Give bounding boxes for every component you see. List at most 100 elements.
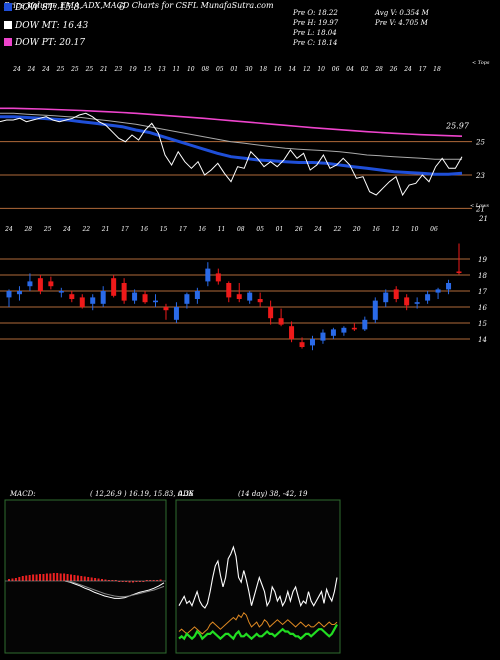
last-price-label: 25.97 xyxy=(445,122,470,131)
legend-mt-swatch xyxy=(4,21,12,29)
candle-body xyxy=(362,319,368,330)
date-label-candle: 24 xyxy=(313,226,322,233)
date-label-top: 08 xyxy=(201,66,209,73)
candle-body xyxy=(446,283,452,290)
date-label-candle: 21 xyxy=(101,226,110,233)
candle-body xyxy=(132,292,138,301)
adx-frame xyxy=(175,499,341,654)
date-label-candle: 16 xyxy=(372,226,380,233)
macd-histogram-bar xyxy=(35,574,38,581)
candle-body xyxy=(163,307,169,311)
candle-body xyxy=(330,329,336,336)
macd-macd-line xyxy=(64,580,165,599)
candle-body xyxy=(289,326,295,339)
adx-panel: ADX (14 day) 38, -42, 19 xyxy=(175,490,341,654)
date-label-candle: 16 xyxy=(198,226,206,233)
date-label-top: 26 xyxy=(389,66,398,73)
date-label-top: 13 xyxy=(158,66,166,73)
macd-histogram-bar xyxy=(101,579,103,581)
macd-histogram-bar xyxy=(45,573,48,581)
macd-histogram-bar xyxy=(104,579,107,581)
date-label-candle: 24 xyxy=(62,226,71,233)
adx-series-adx xyxy=(178,545,338,609)
stat-close: Pre C: 18.14 xyxy=(293,39,338,47)
macd-histogram-bar xyxy=(87,577,90,581)
date-label-top: 16 xyxy=(274,66,282,73)
candle-body xyxy=(372,300,378,320)
macd-histogram-bar xyxy=(114,580,117,581)
candle-body xyxy=(90,297,96,304)
candle-body xyxy=(456,271,462,273)
adx-series-di-minus xyxy=(178,612,338,635)
date-label-candle: 16 xyxy=(140,226,148,233)
y-tick-label-candle: 19 xyxy=(478,256,487,264)
macd-histogram-bar xyxy=(42,574,45,581)
candle-body xyxy=(37,278,43,291)
date-label-top: 21 xyxy=(99,66,108,73)
y-tick-label-top: 25 xyxy=(475,139,485,147)
date-label-top: 14 xyxy=(288,66,296,73)
candle-body xyxy=(79,297,85,307)
y-tick-label-candle: 17 xyxy=(478,288,487,296)
date-label-top: 19 xyxy=(129,66,137,73)
legend-st: DOW ST: 15.8 xyxy=(4,3,80,13)
date-label-top: 06 xyxy=(332,66,340,73)
date-label-candle: 20 xyxy=(352,226,361,233)
candle-body xyxy=(153,300,159,303)
date-label-candle: 17 xyxy=(121,226,129,233)
date-label-candle: 25 xyxy=(43,226,52,233)
date-label-top: 10 xyxy=(187,66,195,73)
date-label-top: 15 xyxy=(144,66,152,73)
candle-body xyxy=(226,283,232,298)
macd-histogram-bar xyxy=(159,579,162,581)
legend-pt: DOW PT: 20.17 xyxy=(4,38,85,48)
stat-high: Pre H: 19.97 xyxy=(293,19,339,27)
macd-histogram-bar xyxy=(152,580,155,581)
date-label-candle: 08 xyxy=(237,226,245,233)
date-label-candle: 10 xyxy=(411,226,419,233)
macd-histogram-bar xyxy=(125,581,128,582)
stat-low: Pre L: 18.04 xyxy=(293,29,337,37)
macd-histogram-bar xyxy=(142,581,145,582)
candle-body xyxy=(299,342,305,347)
date-label-candle: 17 xyxy=(179,226,187,233)
candle-body xyxy=(414,302,420,304)
macd-histogram-bar xyxy=(63,573,66,581)
date-label-top: 23 xyxy=(114,66,123,73)
candle-body xyxy=(16,291,22,295)
date-label-top: 01 xyxy=(230,66,238,73)
tops-label: < Tops xyxy=(472,60,490,66)
candle-body xyxy=(383,292,389,303)
price-ema-panel: 25 23 21 25.97 < Tops 24 24 24 25 25 25 21 23 19 15 13 1… xyxy=(0,60,490,213)
date-label-top: 11 xyxy=(172,66,180,73)
date-label-top: 04 xyxy=(346,66,354,73)
date-label-candle: 11 xyxy=(218,226,226,233)
macd-histogram-bar xyxy=(111,580,114,581)
macd-histogram-bar xyxy=(70,574,72,581)
macd-histogram-bar xyxy=(32,574,35,581)
date-label-top: 18 xyxy=(433,66,441,73)
candle-body xyxy=(184,294,190,304)
macd-histogram-bar xyxy=(18,577,21,581)
page-title: Price,Volume,EMA,ADX,MACD Charts for CSF… xyxy=(4,1,274,10)
macd-title: MACD: xyxy=(9,490,36,498)
candle-body xyxy=(393,289,399,299)
macd-histogram-bar xyxy=(52,573,55,581)
macd-histogram-bar xyxy=(138,581,141,582)
date-label-candle: 01 xyxy=(276,226,284,233)
macd-histogram-bar xyxy=(90,577,93,581)
y-tick-label-candle: 15 xyxy=(478,320,487,328)
candle-body xyxy=(58,291,64,293)
date-label-top: 25 xyxy=(56,66,65,73)
adx-series-di-plus xyxy=(178,623,338,641)
candle-body xyxy=(351,327,357,330)
series-price xyxy=(0,112,463,197)
candle-body xyxy=(435,289,441,293)
macd-histogram-bar xyxy=(66,574,69,581)
date-label-top: 24 xyxy=(403,66,412,73)
macd-histogram-bar xyxy=(149,580,152,581)
date-label-top: 10 xyxy=(317,66,325,73)
series-ema-mid xyxy=(0,112,462,160)
date-label-top: 24 xyxy=(27,66,36,73)
